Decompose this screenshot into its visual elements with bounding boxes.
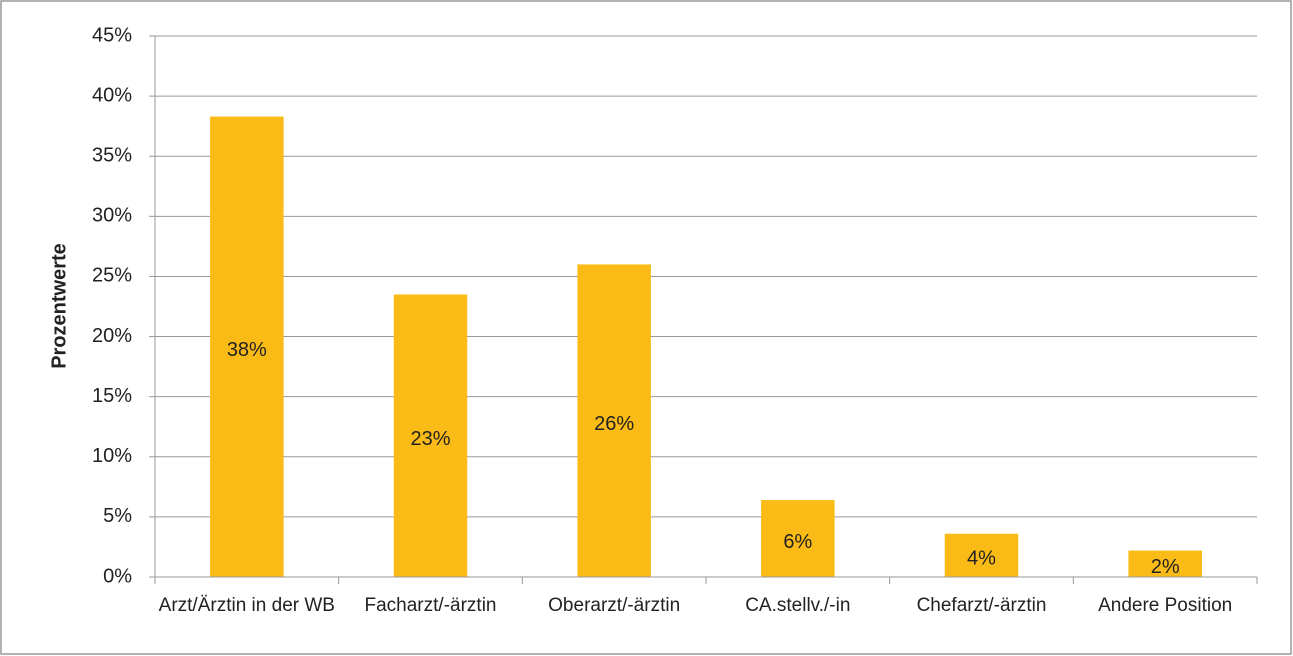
x-tick-label: Andere Position	[1098, 595, 1233, 616]
bar	[1128, 550, 1202, 577]
data-label: 2%	[1151, 556, 1180, 578]
x-tick-label: Facharzt/-ärztin	[364, 595, 497, 616]
data-label: 38%	[227, 339, 267, 361]
y-tick-label: 20%	[92, 325, 132, 347]
bar	[944, 533, 1019, 577]
x-tick-label: Oberarzt/-ärztin	[548, 595, 681, 616]
x-tick-label: CA.stellv./-in	[745, 595, 851, 616]
y-axis-label: Prozentwerte	[48, 243, 70, 369]
bar	[210, 116, 284, 577]
y-tick-label: 45%	[92, 24, 132, 46]
y-tick-label: 25%	[92, 265, 132, 287]
data-label: 26%	[594, 413, 634, 435]
y-tick-label: 35%	[92, 145, 132, 167]
bar	[393, 294, 468, 577]
y-tick-label: 5%	[103, 505, 132, 527]
y-tick-label: 15%	[92, 385, 132, 407]
y-tick-label: 30%	[92, 205, 132, 227]
data-label: 6%	[783, 531, 812, 553]
bar	[761, 500, 835, 577]
y-tick-label: 10%	[92, 445, 132, 467]
x-tick-label: Chefarzt/-ärztin	[916, 595, 1047, 616]
x-tick-label: Arzt/Ärztin in der WB	[158, 595, 335, 616]
data-label: 23%	[410, 428, 450, 450]
bar	[577, 264, 651, 577]
y-tick-label: 0%	[103, 565, 132, 587]
data-label: 4%	[967, 548, 996, 570]
y-tick-label: 40%	[92, 84, 132, 106]
